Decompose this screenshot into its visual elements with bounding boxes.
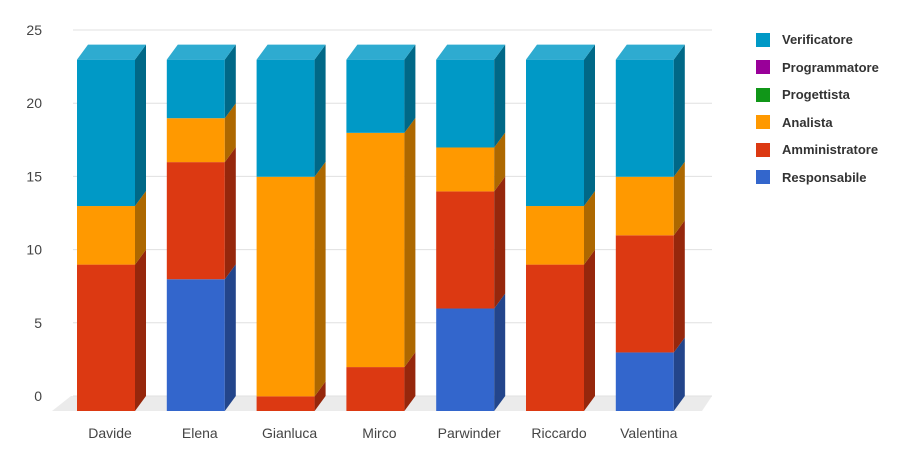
bar-stack	[346, 44, 416, 411]
y-tick-label: 0	[34, 388, 42, 404]
bar-segment	[436, 308, 495, 411]
x-category-label: Elena	[182, 425, 218, 441]
x-category-label: Riccardo	[531, 425, 586, 441]
bar-segment	[436, 191, 495, 309]
bar-segment	[166, 59, 225, 119]
legend-label: Verificatore	[782, 32, 853, 48]
bar-segment	[166, 118, 225, 163]
bar-segment-side	[224, 44, 236, 119]
bar-segment-side	[404, 117, 416, 368]
x-category-label: Gianluca	[262, 425, 317, 441]
bar-segment-side	[584, 44, 595, 207]
bar-segment	[526, 264, 584, 411]
bar-segment-side	[584, 191, 595, 265]
bar-segment-side	[314, 381, 326, 411]
legend-item: Programmatore	[756, 54, 879, 82]
bar-segment	[436, 147, 495, 192]
legend-item: Verificatore	[756, 26, 879, 54]
legend-item: Amministratore	[756, 136, 879, 164]
x-category-label: Davide	[88, 425, 132, 441]
legend-label: Responsabile	[782, 169, 867, 185]
bar-segment	[615, 235, 674, 353]
bar-top-face	[166, 44, 236, 60]
legend-swatch	[756, 60, 770, 75]
bar-segment-side	[494, 293, 506, 411]
bar-segment-side	[673, 337, 685, 411]
legend-label: Analista	[782, 114, 833, 130]
bar-segment	[166, 162, 225, 280]
bar-segment-side	[224, 147, 236, 280]
bar-segment	[436, 59, 495, 148]
legend-label: Amministratore	[782, 142, 879, 158]
bar-stack	[526, 44, 595, 411]
bar-stack	[256, 44, 326, 411]
legend-label: Progettista	[782, 87, 850, 103]
y-tick-label: 25	[26, 22, 42, 38]
bar-segment	[77, 264, 135, 411]
bar-segment	[256, 176, 315, 397]
bar-segment-side	[135, 44, 146, 207]
legend-swatch	[756, 87, 770, 102]
legend-item: Responsabile	[756, 164, 879, 192]
legend-swatch	[756, 142, 770, 157]
bar-top-face	[256, 44, 326, 60]
x-category-label: Mirco	[362, 425, 396, 441]
bar-segment-side	[673, 161, 685, 236]
bar-segment	[526, 59, 584, 207]
legend-swatch	[756, 170, 770, 185]
bar-segment	[615, 352, 674, 411]
bar-segment	[256, 396, 315, 411]
bar-top-face	[615, 44, 685, 60]
bar-segment-side	[404, 44, 416, 133]
chart-legend: Verificatore Programmatore Progettista Anal…	[756, 26, 879, 191]
bar-top-face	[346, 44, 416, 60]
bar-segment-side	[494, 44, 506, 148]
y-tick-label: 15	[26, 168, 42, 184]
bar-top-face	[436, 44, 506, 60]
x-category-label: Parwinder	[438, 425, 501, 441]
bar-top-face	[526, 44, 595, 60]
bar-segment	[77, 59, 135, 207]
legend-item: Analista	[756, 109, 879, 137]
bar-stack	[615, 44, 685, 411]
bar-top-face	[77, 44, 146, 60]
legend-swatch	[756, 115, 770, 130]
bar-segment-side	[494, 132, 506, 192]
bar-segment	[166, 279, 225, 411]
bar-segment-side	[314, 44, 326, 177]
y-tick-label: 20	[26, 95, 42, 111]
bar-stack	[166, 44, 236, 411]
bar-segment-side	[673, 44, 685, 177]
bar-segment-side	[135, 249, 146, 411]
bar-segment-side	[404, 352, 416, 411]
x-category-label: Valentina	[620, 425, 678, 441]
legend-label: Programmatore	[782, 59, 879, 75]
legend-item: Progettista	[756, 81, 879, 109]
bar-segment-side	[584, 249, 595, 411]
bar-segment	[615, 59, 674, 177]
bar-segment	[526, 206, 584, 265]
bar-segment-side	[224, 264, 236, 411]
bar-segment	[256, 59, 315, 177]
bar-stack	[77, 44, 146, 411]
legend-swatch	[756, 32, 770, 47]
y-tick-label: 5	[34, 315, 42, 331]
bar-segment	[346, 367, 405, 411]
bar-stack	[436, 44, 506, 411]
bar-segment	[346, 132, 405, 368]
bar-segment-side	[135, 191, 146, 265]
bar-segment	[615, 176, 674, 236]
bar-segment-side	[224, 103, 236, 163]
bar-segment	[346, 59, 405, 133]
bar-segment	[77, 206, 135, 265]
bar-segment-side	[494, 176, 506, 309]
y-tick-label: 10	[26, 242, 42, 258]
bar-segment-side	[314, 161, 326, 397]
bar-segment-side	[673, 220, 685, 353]
